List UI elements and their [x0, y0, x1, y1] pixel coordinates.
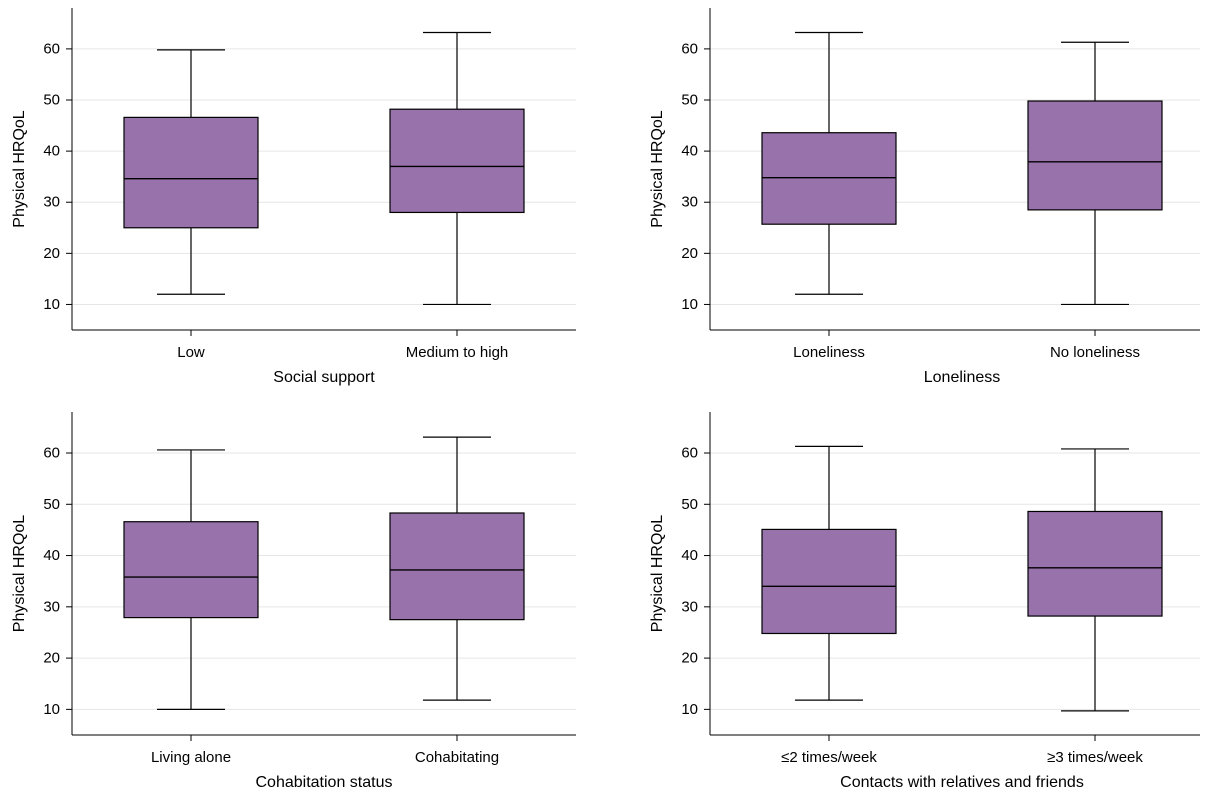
y-tick-label: 60	[681, 40, 698, 57]
box-2	[1027, 448, 1163, 712]
box-1	[123, 49, 259, 295]
y-tick-label: 60	[43, 40, 60, 57]
y-tick-label: 30	[681, 598, 698, 615]
x-axis-title: Cohabitation status	[256, 774, 393, 791]
iqr-box	[389, 108, 525, 214]
y-tick-label: 10	[681, 296, 698, 313]
box-1	[761, 445, 897, 701]
x-category-label: Living alone	[151, 749, 231, 766]
x-axis-title: Social support	[273, 369, 375, 386]
y-axis-title: Physical HRQoL	[11, 515, 28, 632]
y-tick-label: 20	[43, 650, 60, 667]
y-tick-label: 20	[681, 650, 698, 667]
y-tick-label: 10	[681, 701, 698, 718]
y-tick-label: 20	[681, 245, 698, 262]
y-tick-label: 60	[43, 445, 60, 462]
chart-panel-4: 10 20 30 40 50 60 ≤2 times/week ≥3 times/week Co…	[649, 412, 1200, 791]
box-2	[1027, 41, 1163, 306]
y-tick-label: 40	[43, 143, 60, 160]
x-axis-title: Loneliness	[924, 369, 1001, 386]
iqr-box	[389, 512, 525, 621]
y-axis-title: Physical HRQoL	[649, 515, 666, 632]
y-tick-label: 50	[43, 496, 60, 513]
iqr-box	[1027, 100, 1163, 211]
x-category-label: Loneliness	[793, 344, 865, 361]
y-tick-label: 30	[43, 194, 60, 211]
x-category-label: Medium to high	[406, 344, 509, 361]
y-tick-label: 30	[43, 598, 60, 615]
box-1	[123, 449, 259, 710]
iqr-box	[1027, 510, 1163, 617]
y-tick-label: 50	[681, 496, 698, 513]
x-category-label: ≤2 times/week	[781, 749, 877, 766]
y-tick-label: 50	[43, 92, 60, 109]
chart-panel-2: 10 20 30 40 50 60 Loneliness No loneliness Lonel…	[649, 8, 1200, 386]
x-axis-title: Contacts with relatives and friends	[840, 774, 1084, 791]
iqr-box	[761, 132, 897, 225]
y-tick-label: 40	[681, 547, 698, 564]
iqr-box	[123, 116, 259, 229]
y-tick-label: 50	[681, 92, 698, 109]
x-category-label: Low	[177, 344, 205, 361]
x-category-label: ≥3 times/week	[1047, 749, 1143, 766]
y-tick-label: 10	[43, 701, 60, 718]
y-tick-label: 20	[43, 245, 60, 262]
iqr-box	[761, 528, 897, 635]
y-axis-title: Physical HRQoL	[649, 110, 666, 227]
box-2	[389, 436, 525, 701]
y-tick-label: 30	[681, 194, 698, 211]
y-tick-label: 40	[681, 143, 698, 160]
y-axis-title: Physical HRQoL	[11, 110, 28, 227]
chart-panel-1: 10 20 30 40 50 60 Low Medium to high Social supp…	[11, 8, 576, 386]
chart-panel-3: 10 20 30 40 50 60 Living alone Cohabitating Coha…	[11, 412, 576, 791]
x-category-label: Cohabitating	[415, 749, 499, 766]
iqr-box	[123, 521, 259, 619]
y-tick-label: 10	[43, 296, 60, 313]
box-2	[389, 31, 525, 306]
y-tick-label: 40	[43, 547, 60, 564]
y-tick-label: 60	[681, 445, 698, 462]
x-category-label: No loneliness	[1050, 344, 1140, 361]
box-1	[761, 31, 897, 295]
